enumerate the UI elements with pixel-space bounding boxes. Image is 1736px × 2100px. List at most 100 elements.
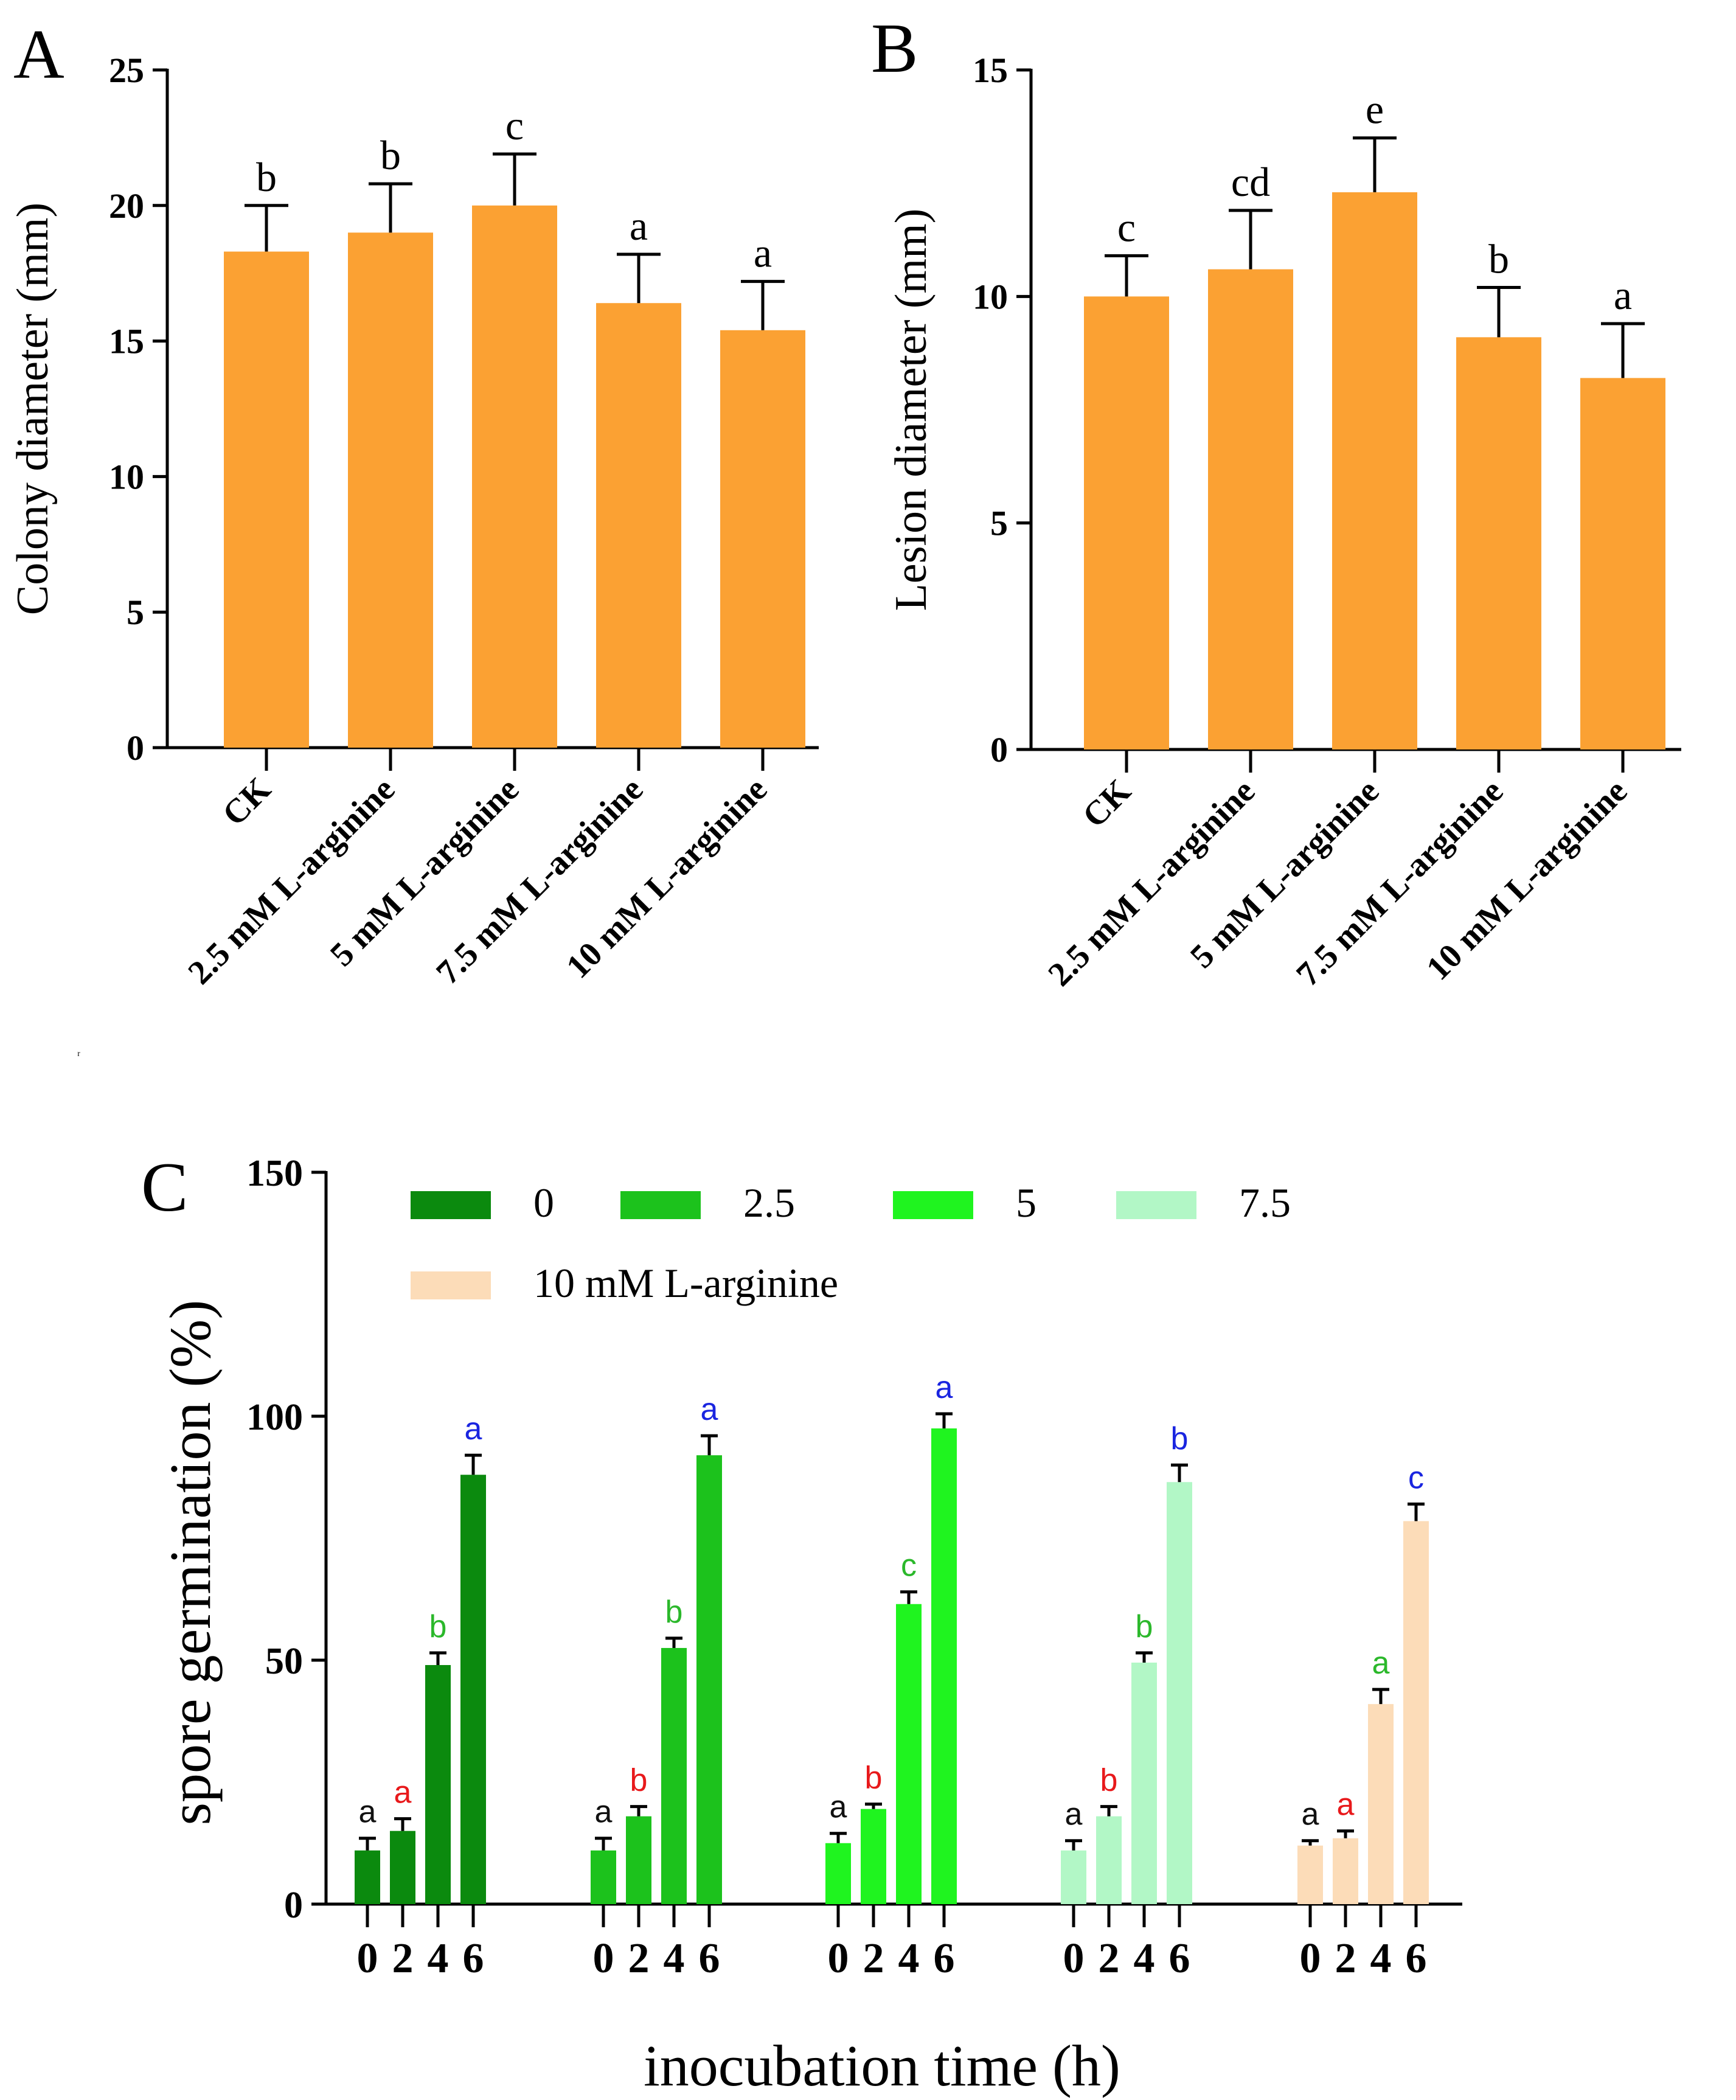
panel-c-bar bbox=[1061, 1850, 1086, 1904]
panel-c-x-tick-label: 6 bbox=[1169, 1935, 1190, 1982]
panel-b-chart: 0 5 10 15 Lesion diameter (mm) c CK cd 2.5 mM L-… bbox=[886, 50, 1681, 993]
panel-b-significance-letter: cd bbox=[1231, 159, 1270, 205]
panel-c-x-tick-label: 4 bbox=[1370, 1935, 1392, 1982]
panel-c-bar bbox=[1131, 1663, 1157, 1904]
panel-c-significance-letter: b bbox=[1136, 1609, 1153, 1644]
stray-mark: ʳ bbox=[77, 1048, 80, 1063]
panel-c-bar bbox=[661, 1647, 687, 1904]
panel-a-significance-letter: a bbox=[630, 203, 648, 249]
panel-c-x-tick-label: 2 bbox=[392, 1935, 414, 1982]
panel-c-bar bbox=[591, 1850, 616, 1904]
panel-c-significance-letter: a bbox=[1372, 1646, 1390, 1681]
panel-a-significance-letter: a bbox=[754, 230, 772, 276]
panel-b-x-tick-label: CK bbox=[1075, 772, 1139, 835]
panel-c-bar bbox=[1333, 1838, 1358, 1904]
panel-b-x-tick-label: 7.5 mM L-arginine bbox=[1289, 772, 1510, 993]
panel-c-y-tick-label: 50 bbox=[265, 1641, 303, 1682]
panel-c-significance-letter: a bbox=[595, 1795, 613, 1830]
panel-c-legend-label: 7.5 bbox=[1239, 1180, 1291, 1226]
panel-c-bar bbox=[390, 1831, 415, 1904]
panel-c-x-tick-label: 6 bbox=[463, 1935, 484, 1982]
panel-c-bar bbox=[1096, 1816, 1122, 1904]
panel-c-label: C bbox=[141, 1149, 188, 1226]
panel-a-label: A bbox=[13, 16, 64, 94]
panel-c-significance-letter: b bbox=[630, 1763, 648, 1798]
panel-c-bar bbox=[425, 1665, 451, 1904]
panel-c-x-tick-label: 0 bbox=[1300, 1935, 1321, 1982]
panel-c-y-axis-title: spore germination (%) bbox=[158, 1300, 223, 1826]
panel-c-y-tick-label: 100 bbox=[246, 1397, 303, 1438]
panel-c-significance-letter: a bbox=[359, 1795, 377, 1830]
panel-a-significance-letter: b bbox=[380, 132, 401, 178]
panel-c-x-tick-label: 2 bbox=[628, 1935, 650, 1982]
panel-c-significance-letter: b bbox=[1100, 1763, 1118, 1798]
panel-a-bar bbox=[596, 303, 681, 748]
panel-c-significance-letter: a bbox=[394, 1775, 412, 1810]
panel-c-x-tick-label: 0 bbox=[593, 1935, 614, 1982]
panel-b-x-tick-label: 2.5 mM L-arginine bbox=[1041, 772, 1262, 993]
panel-c-x-tick-label: 6 bbox=[699, 1935, 720, 1982]
panel-b-bar bbox=[1332, 192, 1417, 749]
panel-c-y-tick-label: 150 bbox=[246, 1153, 303, 1194]
panel-c-legend-swatch bbox=[620, 1191, 701, 1219]
panel-c-x-tick-label: 2 bbox=[1335, 1935, 1356, 1982]
panel-c-bar bbox=[355, 1850, 380, 1904]
panel-b-significance-letter: e bbox=[1366, 86, 1384, 133]
panel-c-significance-letter: a bbox=[465, 1411, 482, 1447]
panel-a-y-tick-label: 5 bbox=[127, 593, 144, 632]
panel-b-bar bbox=[1208, 269, 1293, 749]
panel-c-significance-letter: b bbox=[429, 1609, 447, 1644]
panel-c-significance-letter: b bbox=[1171, 1421, 1189, 1456]
panel-c-x-tick-label: 0 bbox=[828, 1935, 849, 1982]
panel-c-x-tick-label: 0 bbox=[1063, 1935, 1085, 1982]
panel-b-y-tick-label: 0 bbox=[990, 730, 1008, 770]
panel-c-legend-label: 5 bbox=[1016, 1180, 1036, 1226]
panel-c-x-tick-label: 4 bbox=[664, 1935, 685, 1982]
panel-c-significance-letter: a bbox=[701, 1392, 718, 1427]
panel-c-significance-letter: a bbox=[1337, 1787, 1355, 1823]
panel-c-significance-letter: a bbox=[830, 1790, 847, 1825]
panel-c-x-tick-label: 0 bbox=[357, 1935, 378, 1982]
panel-b-significance-letter: c bbox=[1117, 204, 1136, 250]
panel-b-significance-letter: b bbox=[1488, 235, 1509, 282]
panel-c-legend-swatch bbox=[893, 1191, 973, 1219]
panel-c-bar bbox=[931, 1428, 957, 1904]
panel-c-x-tick-label: 4 bbox=[1134, 1935, 1155, 1982]
panel-c-legend-swatch bbox=[411, 1191, 491, 1219]
panel-c-x-tick-label: 2 bbox=[863, 1935, 884, 1982]
panel-c-bar bbox=[1297, 1845, 1323, 1904]
panel-c-significance-letter: a bbox=[936, 1370, 953, 1405]
panel-c-legend-swatch bbox=[1116, 1191, 1196, 1219]
panel-a-bar bbox=[472, 205, 557, 748]
panel-c-x-tick-label: 4 bbox=[898, 1935, 920, 1982]
panel-c-x-axis-title: inocubation time (h) bbox=[644, 2033, 1120, 2098]
panel-c-x-tick-label: 6 bbox=[934, 1935, 955, 1982]
panel-c-legend-label: 2.5 bbox=[743, 1180, 795, 1226]
panel-c-bar bbox=[1403, 1521, 1429, 1904]
panel-c-bar bbox=[896, 1604, 922, 1904]
panel-a-y-tick-label: 0 bbox=[127, 728, 144, 768]
panel-a-y-tick-label: 20 bbox=[109, 186, 144, 226]
panel-b-bar bbox=[1456, 337, 1541, 749]
panel-b-y-tick-label: 15 bbox=[973, 50, 1008, 90]
panel-c-x-tick-label: 2 bbox=[1099, 1935, 1120, 1982]
panel-c-bar bbox=[825, 1843, 851, 1904]
panel-c-significance-letter: a bbox=[1302, 1797, 1319, 1832]
panel-c-significance-letter: c bbox=[901, 1548, 917, 1584]
panel-c-significance-letter: a bbox=[1065, 1797, 1083, 1832]
panel-a-y-tick-label: 10 bbox=[109, 457, 144, 496]
panel-c-legend-label: 10 mM L-arginine bbox=[533, 1260, 838, 1306]
panel-c-x-tick-label: 6 bbox=[1406, 1935, 1427, 1982]
panel-b-label: B bbox=[871, 10, 918, 88]
panel-c-bar bbox=[460, 1475, 486, 1904]
panel-a-y-tick-label: 25 bbox=[109, 50, 144, 90]
panel-b-y-axis-title: Lesion diameter (mm) bbox=[886, 209, 936, 611]
panel-c-significance-letter: b bbox=[865, 1761, 883, 1796]
panel-a-bar bbox=[348, 232, 433, 748]
panel-c-bar bbox=[626, 1816, 651, 1904]
panel-c-significance-letter: b bbox=[665, 1594, 683, 1630]
panel-a-bar bbox=[720, 330, 805, 748]
panel-c-bar bbox=[1167, 1482, 1192, 1904]
